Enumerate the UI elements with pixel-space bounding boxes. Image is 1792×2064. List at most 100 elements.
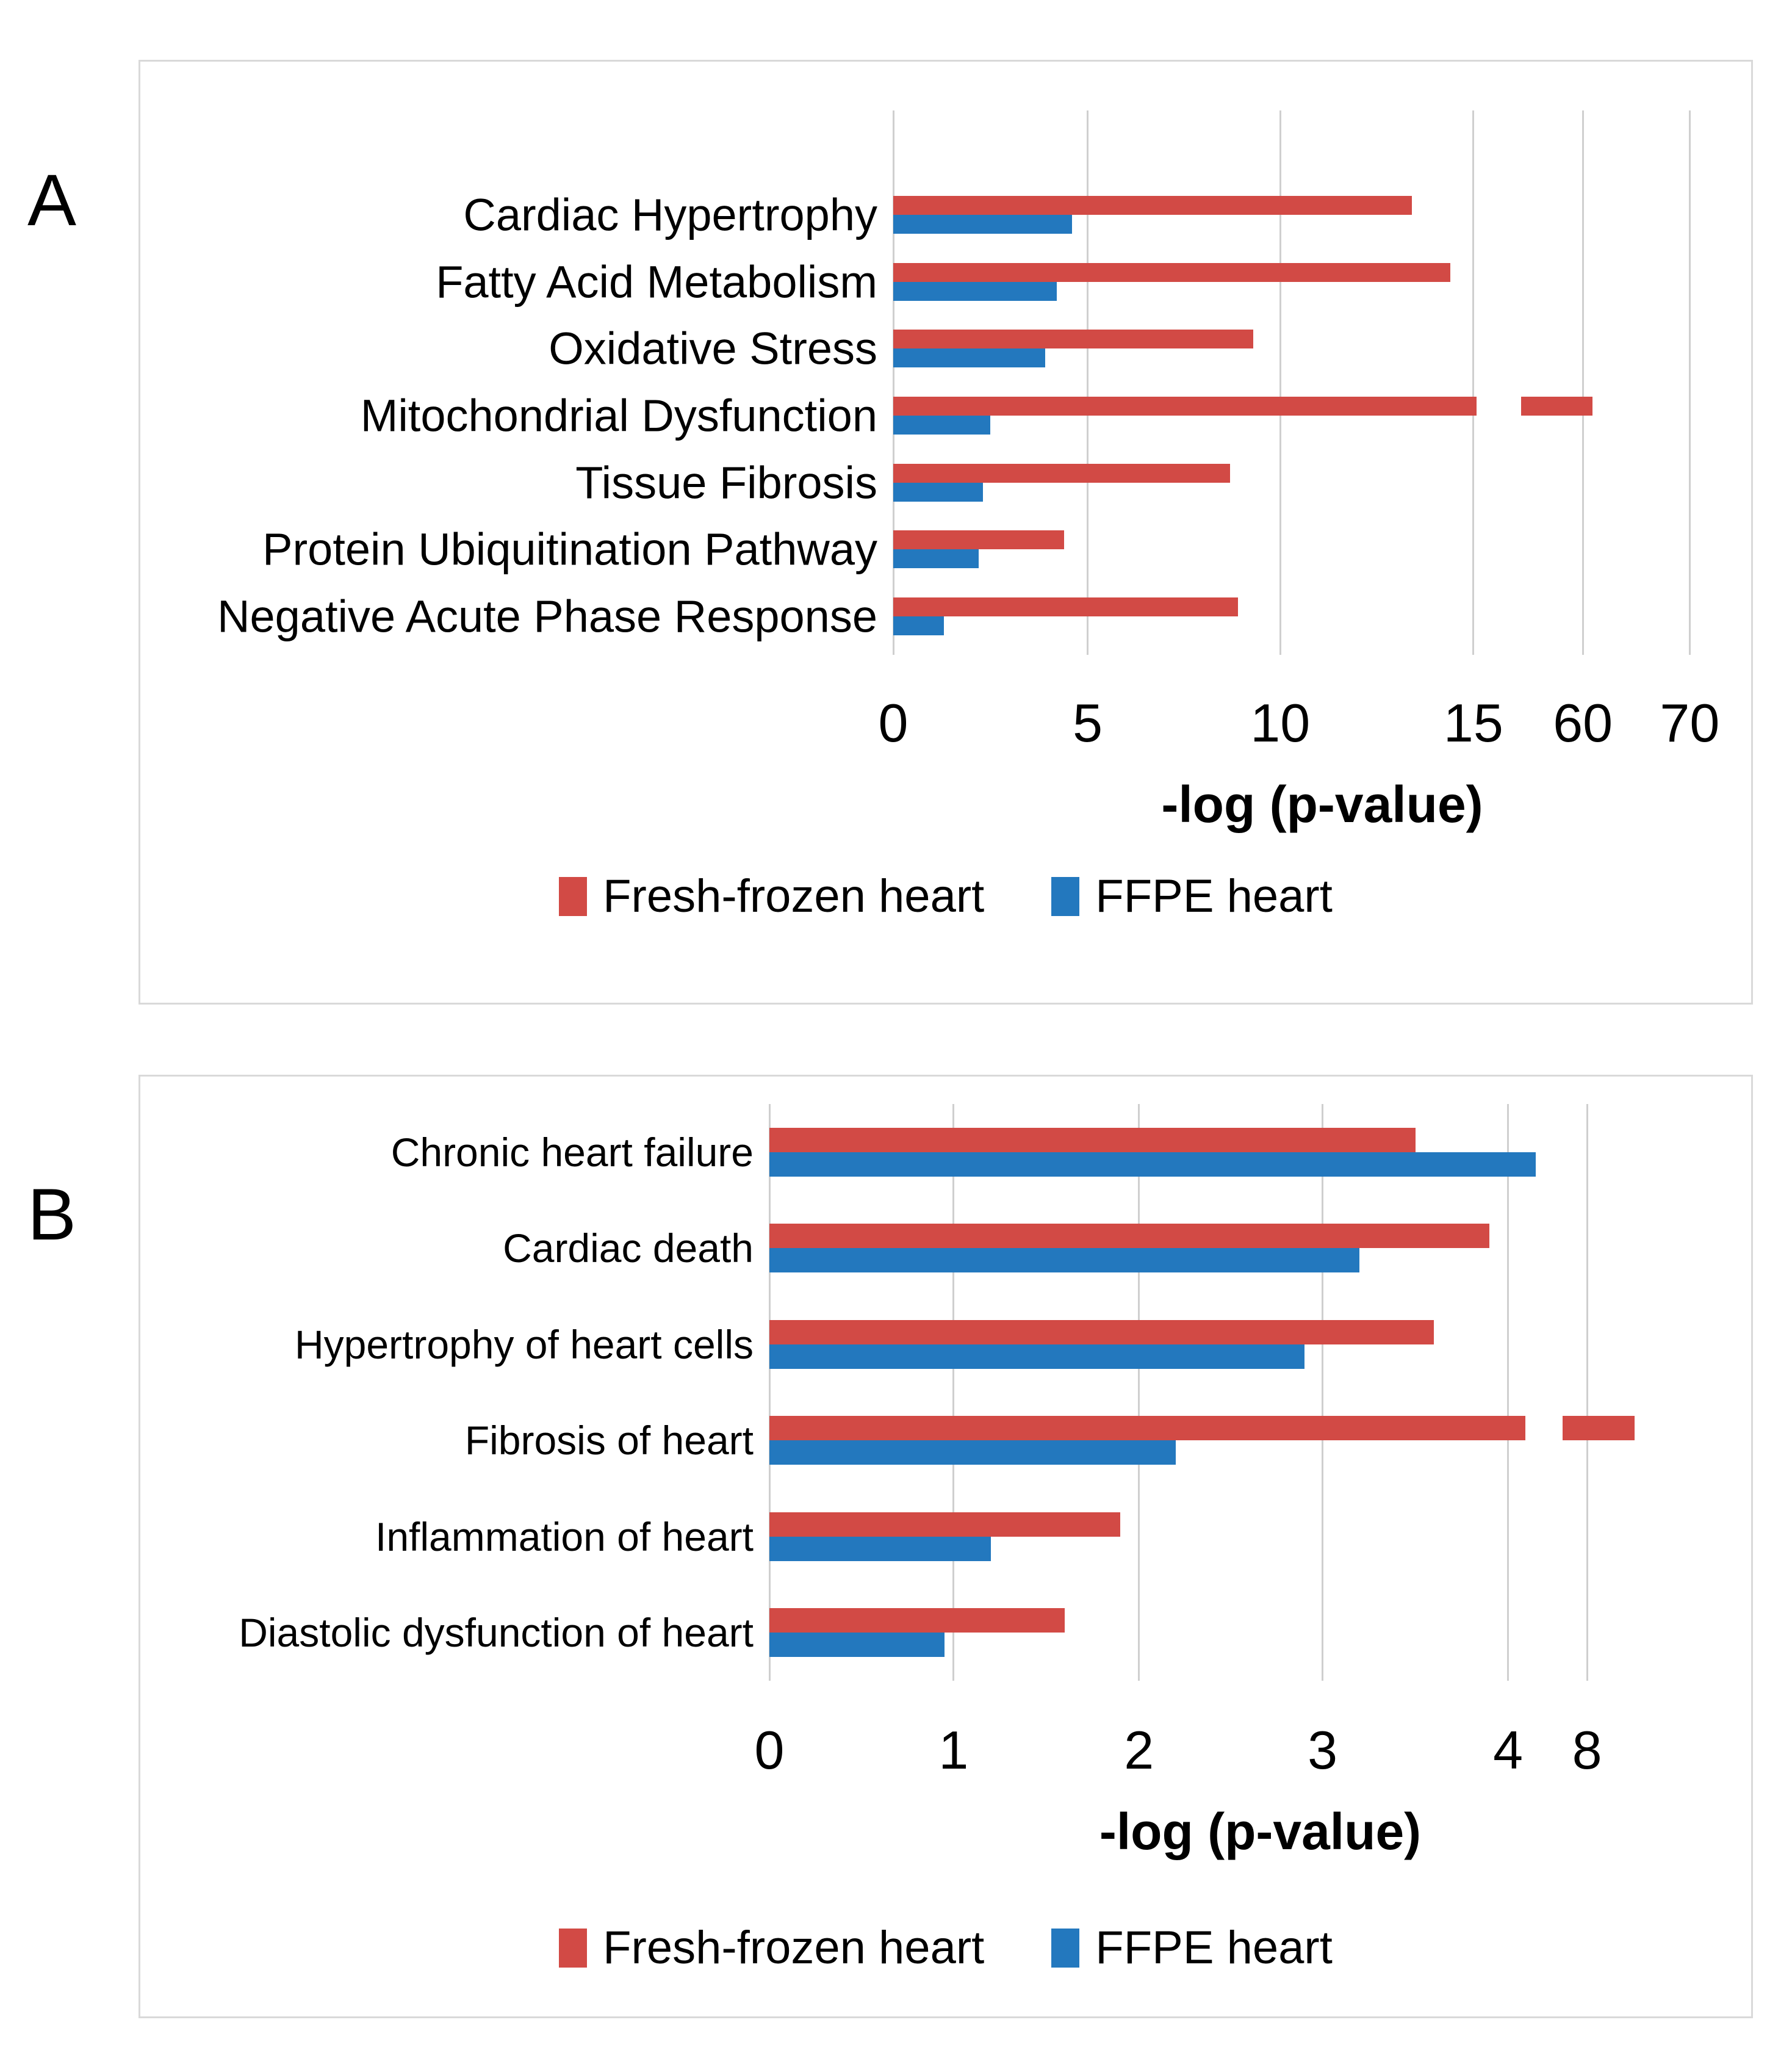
x-tick-label-15: 15 (1443, 693, 1503, 753)
ffpe-bar (893, 348, 1045, 368)
gridline-70 (1688, 110, 1691, 655)
x-tick-label-8: 8 (1572, 1720, 1602, 1780)
x-tick-label-70: 70 (1660, 693, 1720, 753)
fresh-frozen-bar (769, 1224, 1490, 1249)
x-axis-title-b: -log (p-value) (1099, 1803, 1422, 1860)
category-label: Protein Ubiquitination Pathway (262, 524, 877, 575)
legend-item: FFPE heart (1051, 873, 1333, 920)
bar-rows: Chronic heart failure Cardiac death Hypert… (239, 1104, 1751, 1681)
ffpe-bar (893, 482, 983, 502)
fresh-frozen-bar (893, 262, 1450, 282)
fresh-frozen-bar (893, 397, 1592, 416)
ffpe-bar (769, 1344, 1304, 1369)
gridline-2 (1138, 1104, 1140, 1681)
x-tick-label-4: 4 (1493, 1720, 1524, 1780)
panel-a-label: A (27, 159, 77, 241)
category-label: Tissue Fibrosis (575, 457, 877, 508)
x-tick-label-0: 0 (878, 693, 909, 753)
ffpe-swatch (1051, 1929, 1080, 1968)
category-row: Hypertrophy of heart cells (295, 1296, 1751, 1393)
x-tick-label-3: 3 (1308, 1720, 1338, 1780)
x-tick-label-1: 1 (938, 1720, 969, 1780)
legend-item: FFPE heart (1051, 1925, 1333, 1971)
category-row: Chronic heart failure (391, 1104, 1751, 1200)
gridline-60 (1581, 110, 1584, 655)
category-row: Negative Acute Phase Response (217, 583, 1751, 650)
category-label: Cardiac Hypertrophy (463, 189, 877, 240)
category-label: Cardiac death (503, 1225, 754, 1271)
fresh-frozen-bar (769, 1127, 1416, 1152)
axis-break-gap (1477, 395, 1522, 417)
legend-b: Fresh-frozen heart FFPE heart (140, 1925, 1751, 1971)
legend-item: Fresh-frozen heart (559, 1925, 984, 1971)
ffpe-bar (893, 281, 1057, 301)
fresh-frozen-bar (893, 195, 1412, 215)
fresh-frozen-bar (769, 1512, 1121, 1537)
legend-item: Fresh-frozen heart (559, 873, 984, 920)
x-tick-label-60: 60 (1553, 693, 1613, 753)
fresh-frozen-bar (893, 530, 1065, 550)
ffpe-bar (893, 549, 979, 569)
axis-break-gap (1525, 1415, 1563, 1442)
category-row: Tissue Fibrosis (575, 449, 1751, 516)
plot-area-a: Cardiac Hypertrophy Fatty Acid Metabolism… (217, 110, 1751, 655)
category-row: Fatty Acid Metabolism (436, 248, 1751, 316)
category-row: Protein Ubiquitination Pathway (262, 516, 1751, 583)
x-axis-ticks-a: 0 5 10 15 60 70 (879, 693, 1751, 757)
category-label: Fatty Acid Metabolism (436, 256, 877, 308)
gridline-15 (1472, 110, 1475, 655)
legend-label: Fresh-frozen heart (603, 1922, 985, 1974)
category-row: Mitochondrial Dysfunction (361, 382, 1751, 449)
gridline-1 (952, 1104, 955, 1681)
ffpe-bar (893, 214, 1073, 234)
fresh-frozen-bar (893, 330, 1254, 349)
legend-a: Fresh-frozen heart FFPE heart (140, 873, 1751, 920)
ffpe-swatch (1051, 877, 1080, 916)
category-label: Oxidative Stress (549, 323, 877, 374)
legend-label: FFPE heart (1095, 870, 1333, 922)
ffpe-bar (893, 416, 991, 435)
ffpe-bar (769, 1248, 1360, 1273)
fresh-frozen-bar (893, 597, 1238, 617)
x-tick-label-5: 5 (1073, 693, 1103, 753)
gridline-10 (1279, 110, 1281, 655)
category-label: Diastolic dysfunction of heart (239, 1610, 754, 1656)
category-label: Inflammation of heart (375, 1514, 754, 1559)
category-label: Fibrosis of heart (464, 1418, 754, 1463)
category-row: Cardiac death (503, 1200, 1751, 1297)
x-tick-label-0: 0 (754, 1720, 785, 1780)
legend-label: Fresh-frozen heart (603, 870, 985, 922)
ffpe-bar (769, 1633, 945, 1658)
x-tick-label-10: 10 (1250, 693, 1311, 753)
category-row: Cardiac Hypertrophy (463, 181, 1751, 248)
ffpe-bar (769, 1440, 1176, 1465)
gridline-0 (892, 110, 894, 655)
category-row: Inflammation of heart (375, 1488, 1751, 1585)
category-label: Negative Acute Phase Response (217, 591, 877, 642)
fresh-frozen-bar (893, 463, 1231, 483)
gridline-5 (1087, 110, 1089, 655)
panel-b-label: B (27, 1174, 77, 1255)
gridline-8 (1586, 1104, 1588, 1681)
ffpe-bar (769, 1536, 991, 1561)
gridline-4 (1507, 1104, 1510, 1681)
fresh-frozen-bar (769, 1416, 1635, 1441)
ffpe-bar (769, 1152, 1536, 1177)
category-label: Mitochondrial Dysfunction (360, 390, 877, 441)
panel-a-chart: Cardiac Hypertrophy Fatty Acid Metabolism… (139, 60, 1753, 1005)
category-row: Fibrosis of heart (465, 1393, 1751, 1489)
fresh-frozen-swatch (559, 877, 588, 916)
plot-area-b: Chronic heart failure Cardiac death Hypert… (239, 1104, 1751, 1681)
fresh-frozen-bar (769, 1608, 1065, 1633)
fresh-frozen-bar (769, 1319, 1434, 1344)
gridline-3 (1322, 1104, 1324, 1681)
panel-b-chart: Chronic heart failure Cardiac death Hypert… (139, 1075, 1753, 2018)
gridline-0 (768, 1104, 771, 1681)
category-row: Diastolic dysfunction of heart (239, 1585, 1751, 1681)
ffpe-bar (893, 616, 944, 636)
fresh-frozen-swatch (559, 1929, 588, 1968)
legend-label: FFPE heart (1095, 1922, 1333, 1974)
category-row: Oxidative Stress (549, 315, 1751, 382)
